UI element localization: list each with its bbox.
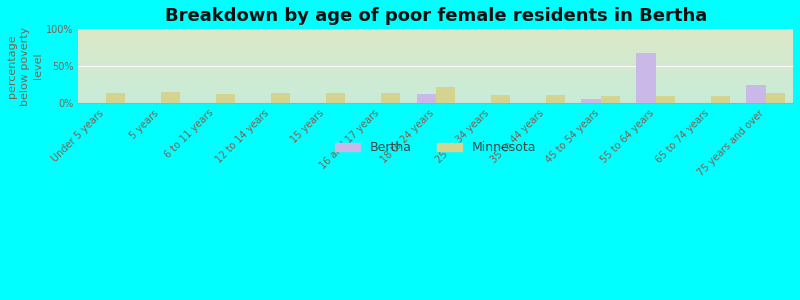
Bar [636,53,656,103]
Title: Breakdown by age of poor female residents in Bertha: Breakdown by age of poor female resident… [165,7,707,25]
Bar [656,96,675,103]
Bar [490,95,510,103]
Bar [766,93,785,103]
Bar [546,95,565,103]
Bar [381,93,400,103]
Bar [601,96,620,103]
Bar [106,93,126,103]
Bar [161,92,180,103]
Bar [710,96,730,103]
Bar [326,93,345,103]
Bar [216,94,235,103]
Y-axis label: percentage
below poverty
level: percentage below poverty level [7,26,43,106]
Bar [582,99,601,103]
Bar [436,87,455,103]
Bar [746,85,766,103]
Legend: Bertha, Minnesota: Bertha, Minnesota [330,136,542,159]
Bar [271,93,290,103]
Bar [417,94,436,103]
